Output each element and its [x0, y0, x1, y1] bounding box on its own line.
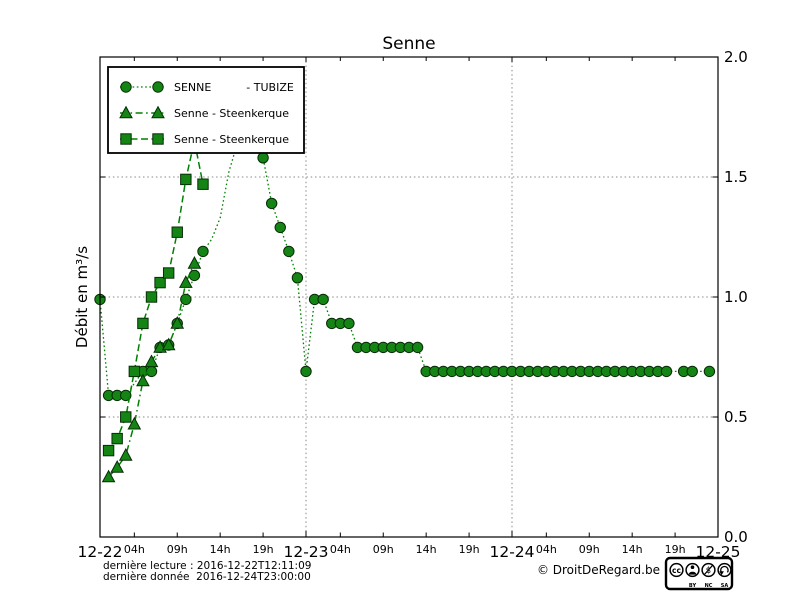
tick-label: 12-24 — [489, 543, 534, 561]
circle-marker — [197, 245, 209, 258]
cc-sa-label: SA — [721, 583, 729, 589]
square-marker — [102, 444, 115, 457]
circle-marker — [411, 341, 424, 354]
series-triangle — [101, 256, 202, 483]
tick-label: 14h — [622, 543, 643, 556]
tick-label: 2.0 — [724, 48, 748, 66]
circle-marker — [291, 272, 304, 284]
circle-marker — [343, 317, 355, 330]
square-marker — [162, 267, 175, 279]
tick-label: 14h — [210, 543, 231, 556]
legend-entry: Senne - Steenkerque — [120, 133, 289, 146]
square-marker — [120, 411, 132, 423]
triangle-marker — [178, 275, 193, 288]
triangle-marker — [119, 105, 133, 119]
tick-label: 19h — [459, 543, 480, 556]
triangle-marker — [187, 256, 202, 269]
circle-marker — [300, 365, 312, 378]
triangle-marker — [161, 337, 176, 351]
svg-text:$: $ — [706, 566, 711, 576]
cc-logo-icon: cc — [669, 562, 684, 578]
cc-by-person-icon — [685, 562, 700, 578]
legend: SENNE - TUBIZE Senne - Steenkerque Senne -… — [107, 66, 305, 154]
circle-marker — [317, 293, 329, 306]
copyright-text: © DroitDeRegard.be — [537, 563, 660, 577]
triangle-marker — [110, 460, 125, 473]
svg-text:cc: cc — [672, 566, 681, 575]
square-marker — [171, 226, 183, 238]
tick-label: 09h — [579, 543, 600, 556]
tick-label: 12-22 — [77, 543, 122, 561]
circle-marker — [660, 365, 673, 378]
tick-label: 12-23 — [283, 543, 328, 561]
legend-box — [107, 66, 305, 154]
legend-label: Senne - Steenkerque — [174, 107, 289, 120]
tick-label: 19h — [665, 543, 686, 556]
circle-marker — [257, 152, 269, 164]
chart-title: Senne — [382, 34, 435, 54]
triangle-marker — [144, 354, 159, 368]
legend-label: SENNE - TUBIZE — [174, 81, 294, 94]
square-marker — [137, 317, 149, 330]
triangle-marker — [151, 105, 165, 119]
circle-marker — [180, 293, 192, 306]
tick-label: 19h — [253, 543, 274, 556]
cc-nc-label: NC — [705, 583, 713, 589]
series-square — [102, 135, 209, 457]
gridlines — [100, 57, 718, 537]
square-marker — [145, 291, 158, 303]
tick-label: 0.0 — [724, 528, 748, 546]
tick-label: 09h — [167, 543, 188, 556]
cc-license-badge: cc $ BY NC SA — [664, 556, 734, 591]
series-circle — [94, 132, 716, 402]
triangle-marker — [127, 416, 142, 430]
tick-label: 14h — [416, 543, 437, 556]
tick-label: 09h — [373, 543, 394, 556]
triangle-marker — [118, 448, 133, 461]
square-marker — [120, 133, 132, 145]
footer-last-reading: dernière lecture : 2016-12-22T12:11:09 — [103, 560, 311, 572]
circle-marker — [120, 389, 132, 402]
circle-marker — [152, 81, 164, 93]
square-marker — [152, 133, 164, 145]
cc-badge-frame — [664, 556, 734, 591]
circle-marker — [283, 245, 295, 258]
data-series — [94, 132, 716, 483]
circle-marker — [188, 269, 201, 282]
footer-last-data: dernière donnée 2016-12-24T23:00:00 — [103, 571, 311, 583]
tick-label: 04h — [536, 543, 557, 556]
circle-marker — [703, 365, 716, 378]
triangle-marker — [170, 316, 185, 329]
triangle-marker — [101, 469, 116, 483]
y-axis-label: Débit en m³/s — [73, 246, 91, 348]
square-marker — [111, 432, 123, 445]
square-marker — [180, 173, 192, 186]
tick-label: 04h — [124, 543, 145, 556]
tick-label: 1.5 — [724, 168, 748, 186]
tick-label: 0.5 — [724, 408, 748, 426]
cc-sa-share-alike-icon — [717, 562, 732, 578]
circle-marker — [265, 197, 278, 210]
tick-labels: 12-22 04h 09h 14h 19h 12-23 04h 09h 14h 19h 12-24 0… — [77, 48, 747, 561]
legend-entry: Senne - Steenkerque — [119, 105, 289, 120]
circle-marker — [686, 365, 698, 378]
legend-label: Senne - Steenkerque — [174, 133, 289, 146]
square-marker — [154, 276, 166, 289]
triangle-marker — [136, 373, 150, 387]
cc-nc-no-dollar-icon: $ — [701, 562, 716, 578]
circle-marker — [120, 81, 132, 93]
circle-marker — [274, 221, 286, 234]
tick-label: 1.0 — [724, 288, 748, 306]
tick-label: 12-25 — [695, 543, 740, 561]
legend-entry: SENNE - TUBIZE — [120, 81, 294, 94]
axis-ticks — [99, 56, 719, 538]
square-marker — [197, 178, 209, 190]
cc-by-label: BY — [689, 583, 697, 589]
tick-label: 04h — [330, 543, 351, 556]
square-marker — [128, 365, 141, 378]
